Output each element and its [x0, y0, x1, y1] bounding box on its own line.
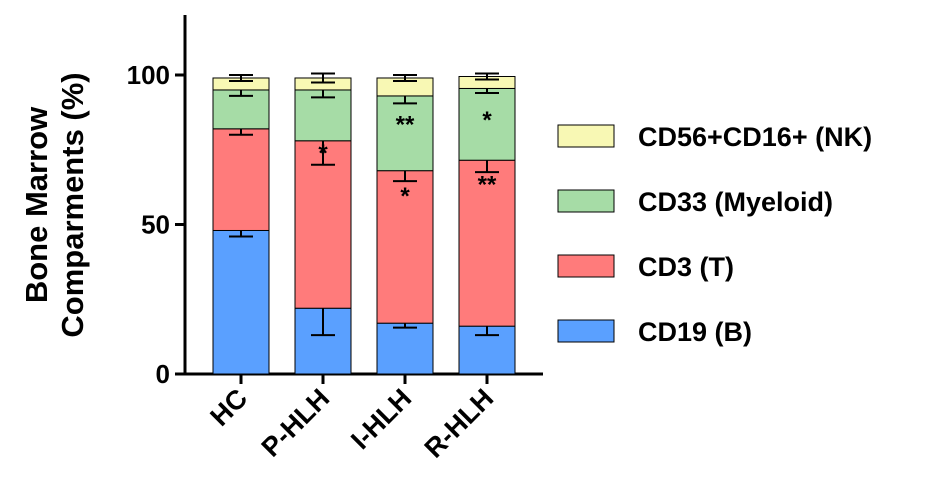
legend-label: CD56+CD16+ (NK)	[638, 122, 872, 152]
bar-segment	[458, 159, 516, 327]
legend-swatch	[557, 189, 615, 213]
bar-segment	[294, 140, 352, 309]
x-tick-label: I-HLH	[345, 383, 417, 455]
y-axis-label-line-2: Comparments (%)	[55, 72, 90, 337]
bar-segment	[376, 322, 434, 375]
significance-label: *	[400, 183, 410, 210]
legend-swatch	[557, 319, 615, 343]
bar-segment	[212, 229, 270, 375]
plot-area: 050100HC****P-HLH*******I-HLH*******R-HL…	[127, 15, 543, 464]
legend-label: CD19 (B)	[638, 317, 752, 347]
y-axis-label-line-1: Bone Marrow	[19, 106, 54, 303]
significance-label: *	[318, 140, 328, 167]
y-tick-label: 100	[127, 60, 170, 90]
legend-swatch	[557, 254, 615, 278]
legend-label: CD33 (Myeloid)	[638, 187, 833, 217]
x-tick-label: R-HLH	[419, 383, 500, 464]
bar-segment	[376, 95, 434, 172]
bar-segment	[376, 170, 434, 324]
significance-label: **	[478, 171, 497, 198]
legend-label: CD3 (T)	[638, 252, 734, 282]
significance-label: **	[396, 111, 415, 138]
y-tick-label: 0	[156, 359, 170, 389]
bar-segment	[458, 87, 516, 161]
significance-label: *	[482, 107, 492, 134]
y-tick-label: 50	[141, 210, 170, 240]
legend-swatch	[557, 124, 615, 148]
bar-segment	[212, 128, 270, 231]
x-tick-label: HC	[204, 383, 253, 432]
y-axis-label: Bone Marrow Comparments (%)	[19, 72, 90, 337]
legend: CD56+CD16+ (NK) CD33 (Myeloid) CD3 (T) CD19…	[557, 122, 872, 347]
x-tick-label: P-HLH	[256, 383, 336, 463]
